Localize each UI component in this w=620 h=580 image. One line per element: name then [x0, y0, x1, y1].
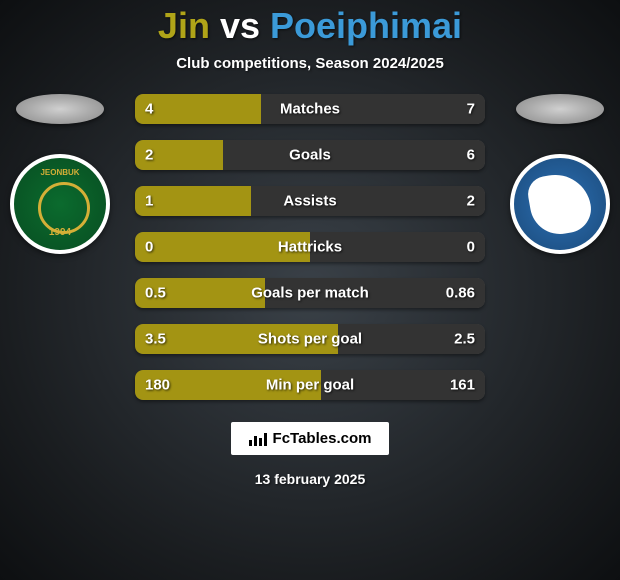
player-left-oval	[16, 94, 104, 124]
stat-value-left: 0.5	[145, 285, 166, 302]
stat-row: 4 7 Matches	[135, 94, 485, 124]
club-left-brand: JEONBUK	[14, 168, 106, 177]
attribution-text: FcTables.com	[273, 430, 372, 447]
stat-row: 180 161 Min per goal	[135, 370, 485, 400]
stat-label: Hattricks	[278, 239, 342, 256]
stat-label: Shots per goal	[258, 331, 362, 348]
right-side	[505, 94, 615, 254]
stat-value-right: 161	[450, 377, 475, 394]
title-vs: vs	[220, 5, 260, 46]
bar-left	[135, 94, 261, 124]
bar-right	[223, 140, 486, 170]
stat-value-right: 6	[467, 147, 475, 164]
stat-value-left: 0	[145, 239, 153, 256]
stat-value-right: 2	[467, 193, 475, 210]
stats-list: 47Matches26Goals12Assists00Hattricks0.50…	[135, 94, 485, 400]
stat-label: Goals	[289, 147, 331, 164]
stat-label: Goals per match	[251, 285, 369, 302]
stat-row: 0.5 0.86 Goals per match	[135, 278, 485, 308]
player-right-oval	[516, 94, 604, 124]
club-logo-left: JEONBUK 1994	[10, 154, 110, 254]
stat-row: 2 6 Goals	[135, 140, 485, 170]
stat-value-left: 3.5	[145, 331, 166, 348]
stat-value-right: 7	[467, 101, 475, 118]
stat-row: 1 2 Assists	[135, 186, 485, 216]
title-left-name: Jin	[158, 5, 210, 46]
stat-value-left: 180	[145, 377, 170, 394]
stat-row: 3.5 2.5 Shots per goal	[135, 324, 485, 354]
stat-value-right: 0	[467, 239, 475, 256]
left-side: JEONBUK 1994	[5, 94, 115, 254]
horse-icon	[525, 169, 595, 239]
subtitle: Club competitions, Season 2024/2025	[176, 55, 444, 72]
main-content: JEONBUK 1994 47Matches26Goals12Assists00…	[0, 94, 620, 400]
page-title: Jin vs Poeiphimai	[158, 5, 462, 47]
stat-value-left: 4	[145, 101, 153, 118]
stat-label: Matches	[280, 101, 340, 118]
chart-icon	[249, 432, 267, 446]
club-logo-right	[510, 154, 610, 254]
stat-value-right: 0.86	[446, 285, 475, 302]
date-text: 13 february 2025	[255, 471, 366, 487]
stat-row: 0 0 Hattricks	[135, 232, 485, 262]
stat-value-left: 2	[145, 147, 153, 164]
club-left-year: 1994	[49, 227, 71, 238]
stat-label: Assists	[283, 193, 336, 210]
stat-value-left: 1	[145, 193, 153, 210]
stat-value-right: 2.5	[454, 331, 475, 348]
attribution[interactable]: FcTables.com	[231, 422, 390, 455]
title-right-name: Poeiphimai	[270, 5, 462, 46]
stat-label: Min per goal	[266, 377, 354, 394]
